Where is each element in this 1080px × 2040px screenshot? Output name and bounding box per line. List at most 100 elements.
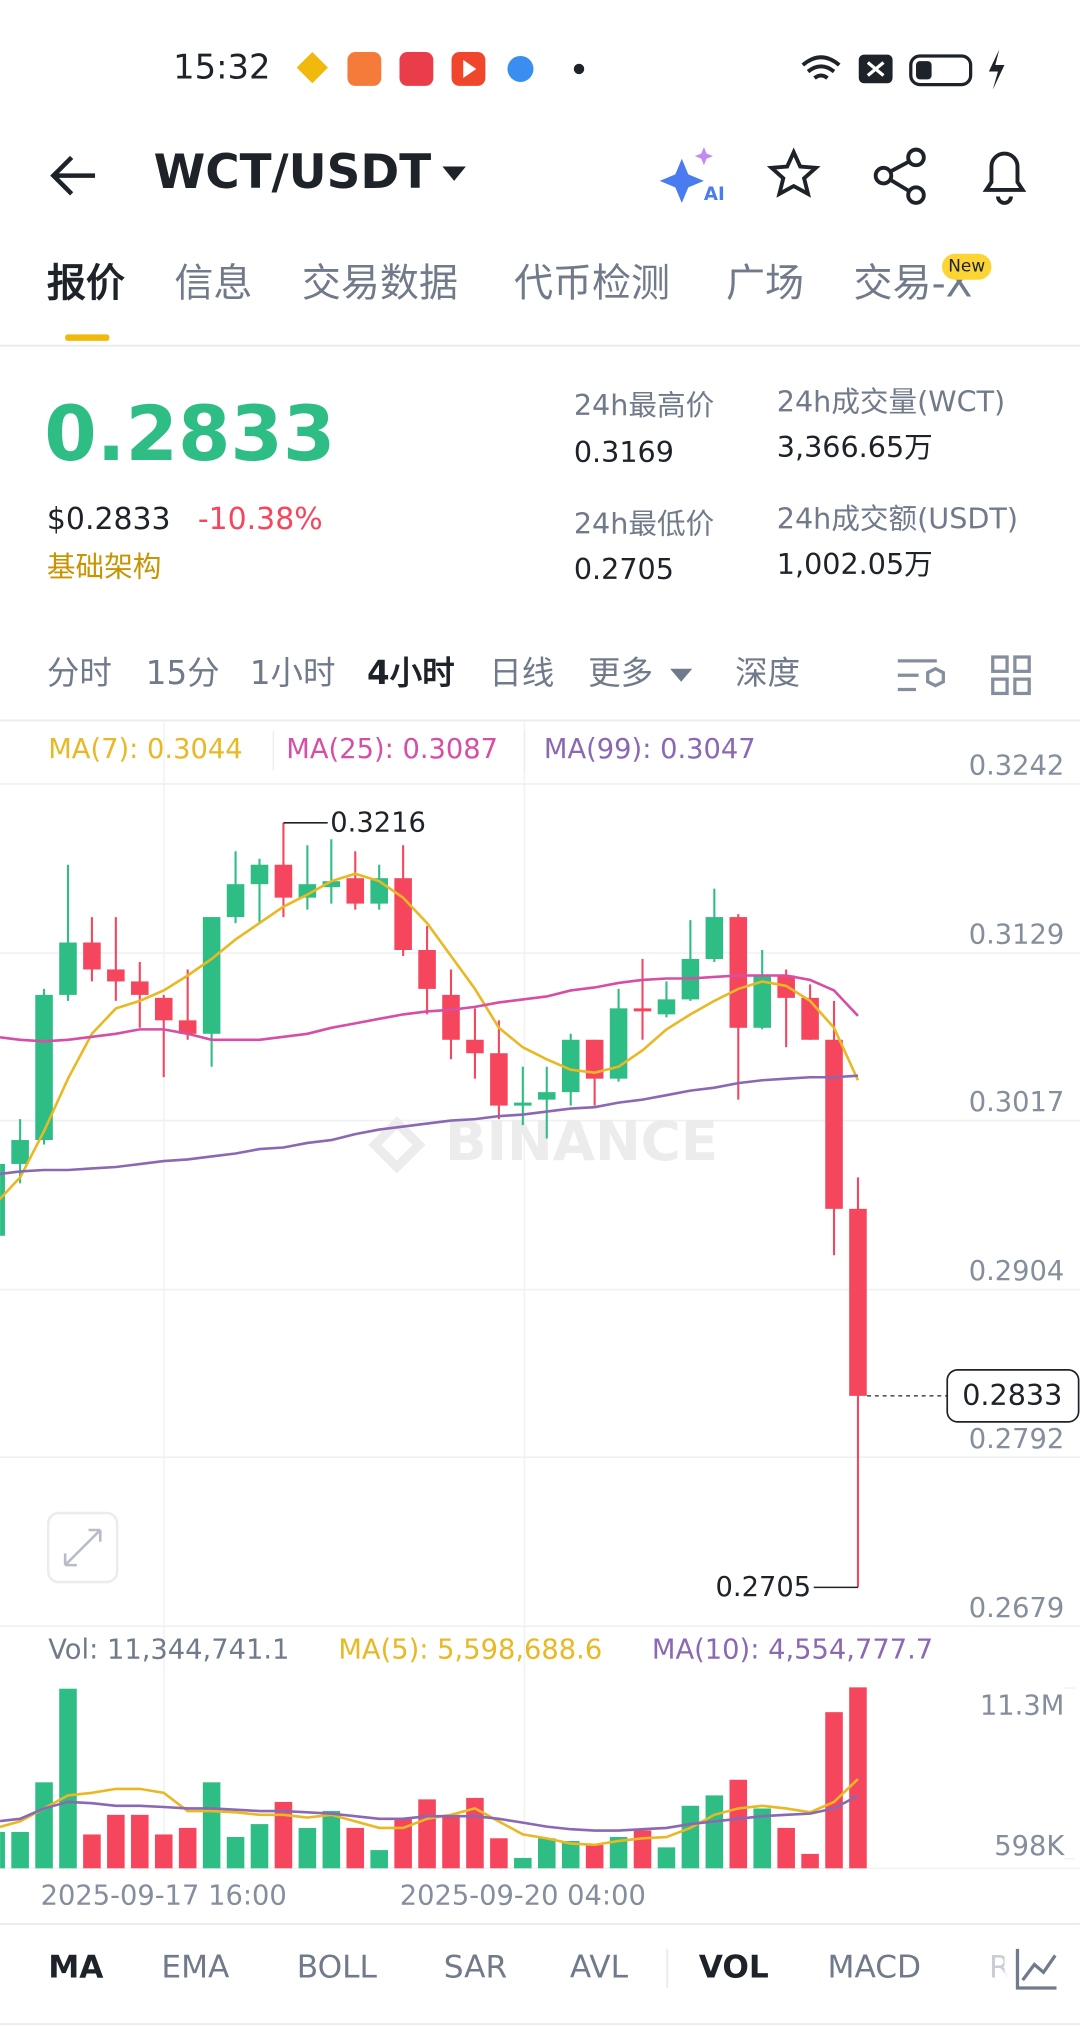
- divider: [0, 719, 1080, 722]
- volume-legend: Vol: 11,344,741.1: [48, 1634, 289, 1665]
- tab-indicator: [65, 334, 110, 341]
- indicator[interactable]: BOLL: [297, 1949, 378, 1985]
- indicator[interactable]: EMA: [161, 1949, 230, 1985]
- alert-button[interactable]: [982, 151, 1027, 205]
- interval[interactable]: 更多: [588, 654, 653, 692]
- candle-body: [0, 1163, 5, 1236]
- favorite-button[interactable]: [766, 147, 821, 198]
- overlay: 2025-09-17 16:00 2025-09-20 04:00 MA(7): 0…: [41, 731, 1080, 1911]
- more-dropdown[interactable]: [670, 668, 693, 682]
- candle-body: [202, 917, 221, 1034]
- volume-bar: [298, 1827, 317, 1869]
- volume-bar: [849, 1687, 867, 1869]
- interval[interactable]: 15分: [146, 654, 220, 692]
- volume-bar: [59, 1688, 77, 1869]
- indicator[interactable]: MA: [48, 1949, 104, 1985]
- divider: [666, 1948, 669, 1988]
- indicator-settings[interactable]: [1015, 1948, 1057, 1990]
- ma-legend: MA(7): 0.3044: [48, 734, 242, 765]
- candle-body: [11, 1140, 29, 1164]
- interval[interactable]: 分时: [47, 654, 112, 692]
- candle-body: [418, 950, 436, 989]
- interval[interactable]: 4小时: [367, 654, 455, 692]
- candle-body: [705, 917, 724, 959]
- ai-button[interactable]: AI: [659, 147, 725, 205]
- volume-bar: [226, 1837, 245, 1869]
- y-tick-label: 0.3129: [969, 920, 1065, 951]
- candle-body: [131, 981, 149, 995]
- volume-bar: [609, 1837, 628, 1869]
- pair-dropdown[interactable]: [442, 166, 466, 181]
- volume-bar: [657, 1847, 676, 1869]
- interval[interactable]: 深度: [735, 654, 800, 692]
- layout-toggle[interactable]: [991, 655, 1031, 696]
- tab[interactable]: 报价: [47, 262, 125, 307]
- volume-bar: [418, 1799, 436, 1869]
- candle-body: [609, 1008, 628, 1079]
- y-tick-label: 0.2904: [969, 1256, 1065, 1287]
- y-tick-label: 0.2792: [969, 1424, 1065, 1455]
- last-price: 0.2833: [44, 390, 335, 478]
- tab[interactable]: 广场: [726, 262, 804, 307]
- volume-bar: [178, 1827, 197, 1869]
- interval[interactable]: 1小时: [250, 654, 336, 692]
- stat-value: 0.3169: [574, 435, 674, 469]
- last-price-box: [946, 1368, 1080, 1423]
- indicator[interactable]: VOL: [699, 1949, 769, 1985]
- ma-legend: MA(25): 0.3087: [286, 734, 498, 765]
- stat-label: 24h成交量(WCT): [777, 384, 1005, 418]
- volume-bar: [322, 1811, 341, 1869]
- volume-bar: [107, 1814, 125, 1869]
- volume-bar: [370, 1850, 388, 1869]
- volume-tick-label: 11.3M: [980, 1690, 1064, 1721]
- grid: 0.3242 0.3129 0.3017 0.2904 0.2792 0.2679: [0, 722, 1080, 1869]
- stat-value: 1,002.05万: [777, 547, 933, 581]
- stat-label: 24h成交额(USDT): [777, 501, 1018, 535]
- usd-price: $0.2833: [47, 502, 171, 537]
- stat-label: 24h最低价: [574, 507, 714, 541]
- candle-body: [729, 917, 748, 1028]
- plot: [0, 822, 867, 1869]
- indicator[interactable]: SAR: [444, 1949, 507, 1985]
- volume-bar: [537, 1838, 556, 1869]
- volume-bar: [154, 1834, 173, 1869]
- tab[interactable]: 代币检测: [514, 262, 670, 307]
- status-time: 15:32: [173, 47, 270, 86]
- share-button[interactable]: [873, 147, 926, 205]
- volume-bar: [633, 1830, 652, 1869]
- volume-bar: [0, 1831, 5, 1869]
- stat-value: 3,366.65万: [777, 430, 933, 464]
- indicator[interactable]: MACD: [828, 1949, 922, 1985]
- candle-body: [226, 884, 245, 918]
- volume-bar: [777, 1827, 795, 1869]
- chart-settings[interactable]: [897, 659, 945, 692]
- candle-body: [107, 969, 125, 982]
- back-button[interactable]: [50, 155, 96, 196]
- volume-bar: [274, 1801, 293, 1869]
- tab[interactable]: 信息: [174, 262, 252, 307]
- volume-bar: [705, 1795, 724, 1869]
- ma-line: [0, 1074, 859, 1176]
- expand-button[interactable]: [46, 1511, 119, 1584]
- indicator[interactable]: AVL: [570, 1949, 629, 1985]
- candle-body: [561, 1039, 580, 1093]
- volume-ma-line: [0, 1794, 859, 1832]
- ma-legend: MA(99): 0.3047: [544, 734, 756, 765]
- y-tick-label: 0.3242: [969, 751, 1065, 782]
- new-badge: [942, 253, 992, 280]
- volume-ma-legend: MA(10): 4,554,777.7: [652, 1634, 933, 1665]
- sector-tag[interactable]: 基础架构: [47, 550, 161, 584]
- volume-bar: [514, 1857, 532, 1869]
- candle-body: [346, 878, 365, 904]
- divider: [0, 1922, 1080, 1925]
- divider: [0, 344, 1080, 347]
- volume-bar: [442, 1814, 460, 1869]
- volume-bar: [729, 1779, 748, 1869]
- pair-title[interactable]: WCT/USDT: [154, 146, 432, 200]
- candle-body: [849, 1208, 867, 1396]
- tab[interactable]: 交易数据: [302, 262, 458, 307]
- interval[interactable]: 日线: [489, 654, 554, 692]
